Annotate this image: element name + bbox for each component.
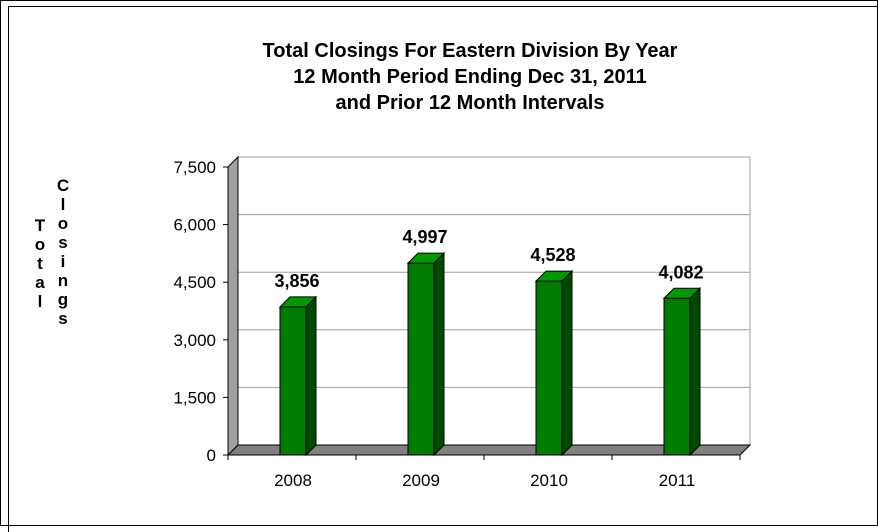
bar-side-2009 xyxy=(434,253,444,455)
data-label-2011: 4,082 xyxy=(658,262,703,282)
data-label-2009: 4,997 xyxy=(402,227,447,247)
x-tick-label-2011: 2011 xyxy=(659,471,696,490)
y-tick-label: 4,500 xyxy=(173,273,216,292)
x-tick-label-2008: 2008 xyxy=(274,471,312,490)
y-tick-label: 3,000 xyxy=(173,331,216,350)
bar-side-2011 xyxy=(690,288,700,455)
bar-2009 xyxy=(408,263,434,455)
bar-side-2008 xyxy=(306,297,316,455)
y-tick-label: 7,500 xyxy=(173,158,216,177)
data-label-2008: 3,856 xyxy=(274,271,319,291)
x-tick-label-2009: 2009 xyxy=(402,471,440,490)
x-tick-label-2010: 2010 xyxy=(530,471,568,490)
bar-2011 xyxy=(664,298,690,455)
bar-2010 xyxy=(536,281,562,455)
data-label-2010: 4,528 xyxy=(530,245,575,265)
bar-side-2010 xyxy=(562,271,572,455)
side-wall xyxy=(228,157,238,455)
y-tick-label: 0 xyxy=(207,446,216,465)
y-tick-label: 1,500 xyxy=(173,388,216,407)
bar-2008 xyxy=(280,307,306,455)
y-tick-label: 6,000 xyxy=(173,216,216,235)
